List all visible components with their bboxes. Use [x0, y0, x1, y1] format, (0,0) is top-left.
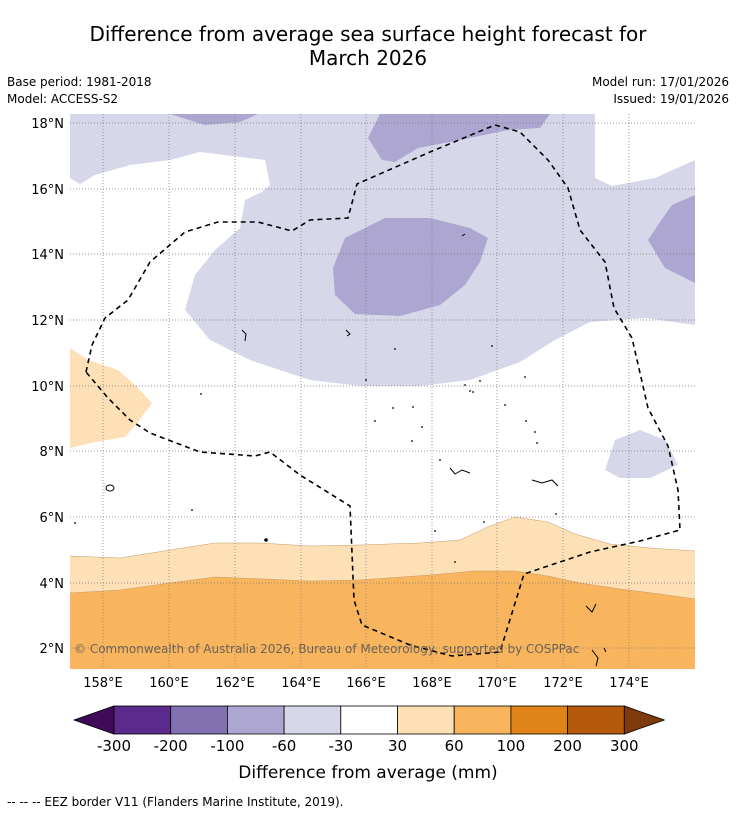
lat-label: 16°N [31, 183, 64, 198]
colorbar-tick: 60 [445, 737, 464, 755]
eez-legend-note: -- -- -- EEZ border V11 (Flanders Marine… [7, 795, 344, 809]
base-period: Base period: 1981-2018 [7, 75, 152, 89]
island-atoll-4 [449, 467, 471, 475]
meta-left: Base period: 1981-2018 Model: ACCESS-S2 [7, 74, 152, 108]
lat-label: 4°N [40, 577, 65, 592]
colorbar-tick: -100 [210, 737, 244, 755]
contour-lines [70, 516, 695, 600]
contour-mid-purple-central [333, 218, 488, 316]
colorbar-label: Difference from average (mm) [238, 763, 497, 783]
lon-label: 162°E [215, 676, 255, 691]
lon-label: 168°E [412, 676, 452, 691]
colorbar-cell [567, 705, 625, 735]
lon-label: 158°E [83, 676, 123, 691]
meta-right: Model run: 17/01/2026 Issued: 19/01/2026 [592, 74, 729, 108]
title-line-1: Difference from average sea surface heig… [89, 22, 647, 46]
lon-label: 172°E [543, 676, 583, 691]
copyright-text: © Commonwealth of Australia 2026, Bureau… [74, 642, 579, 656]
contour-mid-purple-east [648, 195, 695, 283]
lat-label: 14°N [31, 248, 64, 263]
island-atoll-1 [241, 329, 247, 342]
contour-mid-purple-top [170, 114, 258, 125]
islets [74, 345, 557, 563]
lat-label: 10°N [31, 380, 64, 395]
contour-light-purple-east [605, 430, 678, 478]
colorbar: -300 -200 -100 -60 -30 30 60 100 200 300… [72, 705, 666, 783]
map-area: © Commonwealth of Australia 2026, Bureau… [70, 114, 695, 669]
gridlines [70, 114, 695, 669]
colorbar-tick: 300 [610, 737, 639, 755]
island-atoll-8 [603, 647, 607, 653]
lat-label: 8°N [40, 445, 65, 460]
colorbar-cells [72, 705, 666, 735]
island-atoll-5 [531, 479, 559, 487]
lon-label: 164°E [281, 676, 321, 691]
colorbar-cell [226, 705, 285, 735]
contour-light-orange-west [70, 348, 152, 448]
colorbar-cell [453, 705, 512, 735]
colorbar-extend-low [72, 705, 115, 735]
issued-date: Issued: 19/01/2026 [613, 92, 729, 106]
colorbar-tick: -300 [97, 737, 131, 755]
lat-labels: 18°N 16°N 14°N 12°N 10°N 8°N 6°N 4°N 2°N [31, 117, 64, 657]
lon-label: 160°E [149, 676, 189, 691]
colorbar-cell [340, 705, 398, 735]
title-line-2: March 2026 [308, 46, 428, 70]
lon-labels: 158°E 160°E 162°E 164°E 166°E 168°E 170°… [83, 676, 649, 691]
island-kosrae-like [105, 484, 115, 492]
lat-label: 12°N [31, 314, 64, 329]
colorbar-cell [113, 705, 172, 735]
islands [105, 233, 607, 667]
lat-label: 6°N [40, 511, 65, 526]
colorbar-tick-labels: -300 -200 -100 -60 -30 30 60 100 200 300 [97, 737, 639, 755]
colorbar-tick: -60 [272, 737, 297, 755]
colorbar-tick: 200 [553, 737, 582, 755]
model-run: Model run: 17/01/2026 [591, 75, 729, 89]
map-title: Difference from average sea surface heig… [0, 22, 736, 70]
island-atoll-2 [345, 329, 351, 337]
island-atoll-7 [591, 649, 599, 667]
colorbar-cell [283, 705, 342, 735]
colorbar-cell [510, 705, 568, 735]
colorbar-tick: 30 [388, 737, 407, 755]
island-atoll-3 [461, 233, 466, 237]
colorbar-cell [170, 705, 228, 735]
model-name: Model: ACCESS-S2 [7, 92, 119, 106]
contour-mid-purple-north [368, 114, 550, 162]
island-atoll-6 [585, 603, 597, 613]
eez-border [85, 124, 681, 657]
colorbar-tick: 100 [497, 737, 526, 755]
colorbar-cell [397, 705, 455, 735]
lon-label: 174°E [609, 676, 649, 691]
lon-label: 166°E [346, 676, 386, 691]
lon-label: 170°E [477, 676, 517, 691]
contour-orange-south [70, 571, 695, 669]
colorbar-extend-high [623, 705, 666, 735]
lat-label: 18°N [31, 117, 64, 132]
lat-label: 2°N [40, 642, 65, 657]
colorbar-tick: -200 [154, 737, 188, 755]
colorbar-tick: -30 [329, 737, 354, 755]
